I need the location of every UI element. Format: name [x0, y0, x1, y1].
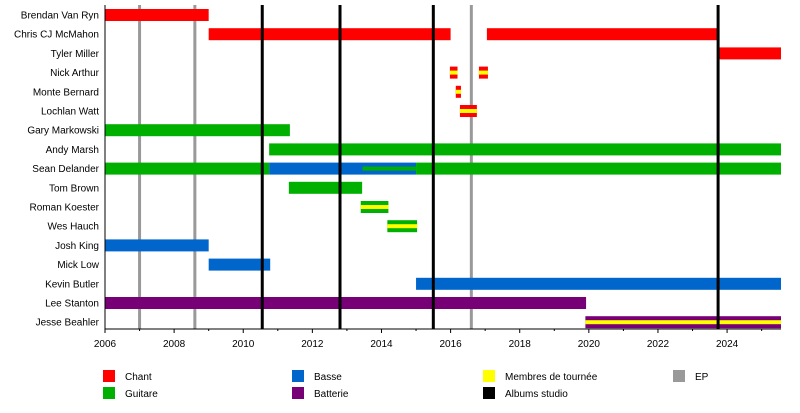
member-label: Chris CJ McMahon — [14, 30, 99, 41]
member-bar-guitare — [269, 143, 781, 156]
touring-stripe — [478, 70, 488, 75]
touring-stripe — [585, 320, 781, 325]
member-label: Nick Arthur — [50, 68, 100, 79]
touring-stripe — [459, 109, 477, 113]
x-tick-label: 2020 — [578, 339, 601, 350]
member-bar-guitare — [416, 162, 781, 175]
legend-swatch-tour — [483, 370, 495, 382]
x-tick-label: 2016 — [439, 339, 462, 350]
x-tick-label: 2006 — [94, 339, 117, 350]
member-label: Monte Bernard — [33, 87, 99, 98]
member-bar-basse — [105, 239, 209, 252]
member-label: Mick Low — [57, 260, 99, 271]
x-tick-label: 2012 — [301, 339, 324, 350]
member-label: Sean Delander — [32, 164, 99, 175]
x-tick-label: 2014 — [370, 339, 393, 350]
member-bar-guitare — [105, 162, 270, 175]
touring-stripe — [455, 89, 461, 94]
x-tick-label: 2022 — [647, 339, 670, 350]
member-bar-chant — [718, 47, 781, 60]
legend-label-batterie: Batterie — [314, 389, 349, 400]
member-bar-guitare — [288, 181, 363, 194]
legend-label-ep: EP — [695, 372, 709, 383]
member-label: Josh King — [55, 241, 99, 252]
touring-stripe — [360, 205, 389, 209]
x-tick-label: 2018 — [509, 339, 532, 350]
legend-swatch-batterie — [292, 387, 304, 399]
member-label: Jesse Beahler — [36, 318, 100, 329]
x-tick-label: 2010 — [232, 339, 255, 350]
member-bar-guitare — [105, 124, 290, 137]
legend-swatch-ep — [673, 370, 685, 382]
x-tick-label: 2008 — [163, 339, 186, 350]
x-tick-label: 2024 — [716, 339, 739, 350]
legend-label-chant: Chant — [125, 372, 152, 383]
member-label: Gary Markowski — [27, 126, 99, 137]
legend-label-album: Albums studio — [505, 389, 568, 400]
legend-swatch-basse — [292, 370, 304, 382]
legend-label-guitare: Guitare — [125, 389, 158, 400]
member-label: Tom Brown — [49, 183, 99, 194]
legend-swatch-chant — [103, 370, 115, 382]
touring-stripe — [449, 70, 458, 75]
member-bar-chant — [486, 28, 719, 41]
member-label: Kevin Butler — [45, 279, 100, 290]
member-label: Lochlan Watt — [41, 107, 99, 118]
legend-swatch-album — [483, 387, 495, 399]
member-bar-batterie — [105, 297, 587, 309]
member-label: Brendan Van Ryn — [21, 11, 99, 22]
member-bar-basse — [208, 258, 271, 271]
member-label: Lee Stanton — [45, 299, 99, 310]
member-bar-chant — [105, 9, 209, 21]
touring-stripe — [387, 224, 418, 229]
member-label: Andy Marsh — [46, 145, 99, 156]
legend-label-basse: Basse — [314, 372, 342, 383]
member-bar-guitare — [362, 166, 417, 171]
member-bar-chant — [208, 28, 451, 41]
member-label: Tyler Miller — [51, 49, 100, 60]
member-bar-basse — [269, 162, 417, 175]
legend-swatch-guitare — [103, 387, 115, 399]
member-bar-basse — [416, 277, 781, 290]
member-label: Roman Koester — [30, 203, 100, 214]
member-label: Wes Hauch — [47, 222, 99, 233]
legend-label-tour: Membres de tournée — [505, 372, 598, 383]
